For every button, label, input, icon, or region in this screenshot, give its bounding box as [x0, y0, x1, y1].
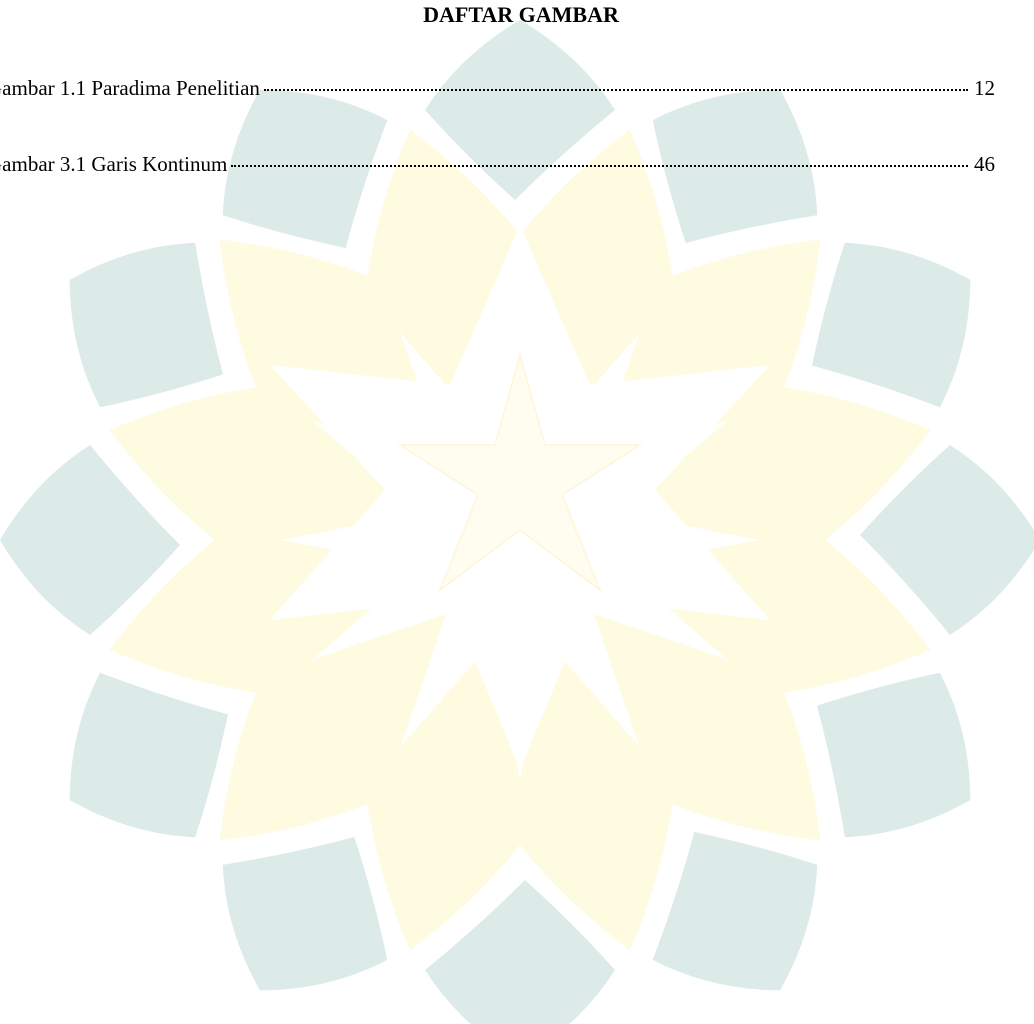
- dot-leader: [264, 89, 968, 91]
- dot-leader: [231, 165, 968, 167]
- entry-label: Gambar 3.1 Garis Kontinum: [0, 150, 227, 178]
- page-title: DAFTAR GAMBAR: [0, 0, 1034, 30]
- page: {"title": "DAFTAR GAMBAR", "entries": [ …: [0, 0, 1034, 1024]
- entry-page: 46: [974, 150, 995, 178]
- figure-entry: Gambar 1.1 Paradima Penelitian 12: [0, 74, 995, 102]
- entry-page: 12: [974, 74, 995, 102]
- entry-label: Gambar 1.1 Paradima Penelitian: [0, 74, 260, 102]
- figure-entry: Gambar 3.1 Garis Kontinum 46: [0, 150, 995, 178]
